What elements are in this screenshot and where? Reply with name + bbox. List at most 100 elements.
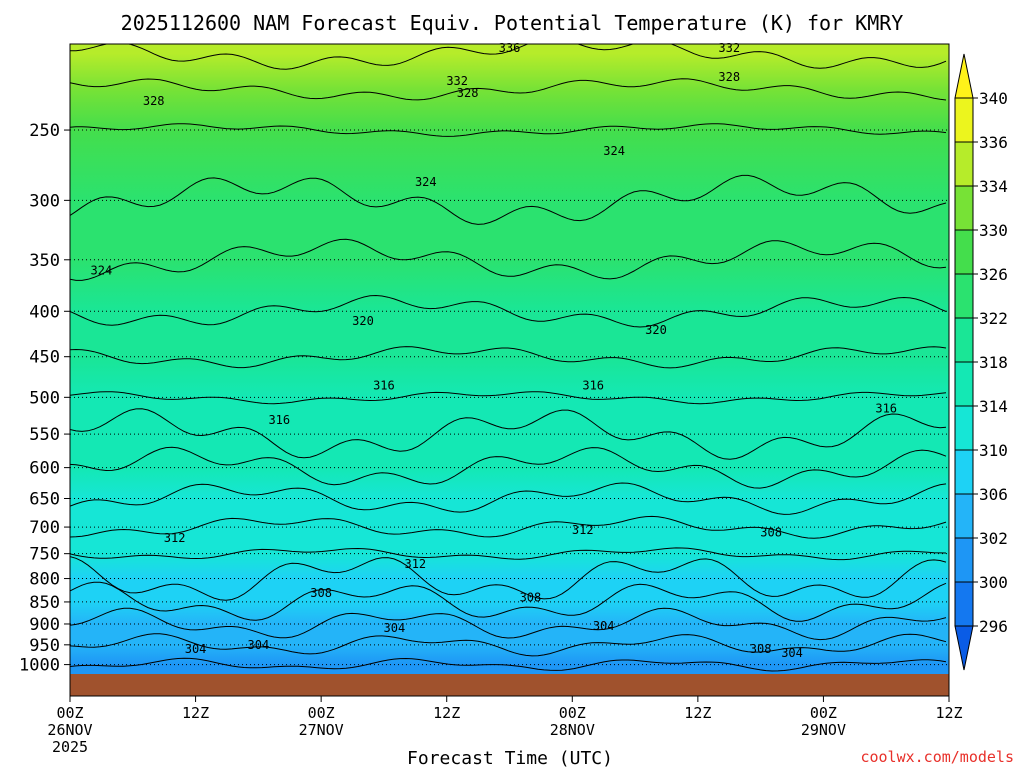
contour-label-324: 324 — [603, 144, 625, 158]
contour-label-328: 328 — [457, 86, 479, 100]
contour-label-304: 304 — [781, 646, 803, 660]
chart-title: 2025112600 NAM Forecast Equiv. Potential… — [121, 11, 904, 35]
x-date-label-24: 27NOV — [299, 721, 344, 739]
contour-line-311 — [70, 547, 947, 561]
y-tick-label-600: 600 — [29, 459, 60, 479]
contour-line-312 — [70, 515, 947, 539]
y-tick-label-750: 750 — [29, 545, 60, 565]
x-date-label-48: 28NOV — [550, 721, 595, 739]
colorbar: 296 300 302 306 310 314 318 322 326 330 334 336 340 — [954, 53, 1008, 671]
colorbar-label-340: 340 — [979, 89, 1008, 108]
contour-label-336: 336 — [499, 41, 521, 55]
contour-line-322 — [70, 238, 947, 281]
plot-frame — [69, 43, 950, 697]
contour-label-308: 308 — [310, 586, 332, 600]
y-tick-label-250: 250 — [29, 121, 60, 141]
colorbar-swatch-3 — [954, 493, 974, 539]
contour-label-312: 312 — [572, 523, 594, 537]
x-year-label-0: 2025 — [52, 738, 88, 756]
contour-line-303 — [70, 633, 947, 657]
y-tick-label-300: 300 — [29, 191, 60, 211]
contour-label-308: 308 — [750, 642, 772, 656]
colorbar-label-336: 336 — [979, 133, 1008, 152]
contour-label-332: 332 — [446, 74, 468, 88]
x-date-label-72: 29NOV — [801, 721, 846, 739]
colorbar-swatch-8 — [954, 273, 974, 319]
contour-line-316 — [70, 391, 947, 405]
colorbar-swatch-12 — [954, 97, 974, 143]
y-tick-label-500: 500 — [29, 388, 60, 408]
y-tick-label-700: 700 — [29, 518, 60, 538]
colorbar-label-306: 306 — [979, 485, 1008, 504]
contour-label-316: 316 — [875, 402, 897, 416]
colorbar-label-330: 330 — [979, 221, 1008, 240]
y-tick-label-400: 400 — [29, 302, 60, 322]
x-date-label-0: 26NOV — [47, 721, 92, 739]
colorbar-label-334: 334 — [979, 177, 1008, 196]
colorbar-swatch-1 — [954, 581, 974, 627]
y-tick-label-350: 350 — [29, 251, 60, 271]
colorbar-swatch-13 — [954, 53, 974, 99]
colorbar-swatch-7 — [954, 317, 974, 363]
contour-line-330 — [70, 78, 947, 101]
colorbar-label-296: 296 — [979, 617, 1008, 636]
colorbar-label-314: 314 — [979, 397, 1008, 416]
contour-line-315 — [70, 408, 947, 460]
y-tick-label-450: 450 — [29, 348, 60, 368]
contour-line-314 — [70, 446, 947, 489]
colorbar-swatch-5 — [954, 405, 974, 451]
contour-line-320 — [70, 294, 947, 328]
contour-line-305 — [70, 607, 947, 641]
contour-label-324: 324 — [91, 264, 113, 278]
colorbar-swatch-10 — [954, 185, 974, 231]
contour-label-316: 316 — [373, 379, 395, 393]
x-tick-label-36: 12Z — [433, 704, 460, 722]
x-tick-label-84: 12Z — [935, 704, 962, 722]
contour-lines — [70, 44, 947, 672]
x-tick-label-60: 12Z — [684, 704, 711, 722]
y-tick-label-950: 950 — [29, 636, 60, 656]
contour-label-304: 304 — [248, 638, 270, 652]
x-tick-label-48: 00Z — [559, 704, 586, 722]
colorbar-label-326: 326 — [979, 265, 1008, 284]
colorbar-label-302: 302 — [979, 529, 1008, 548]
contour-label-316: 316 — [582, 379, 604, 393]
x-tick-label-72: 00Z — [810, 704, 837, 722]
contour-label-308: 308 — [760, 526, 782, 540]
y-tick-label-850: 850 — [29, 593, 60, 613]
contour-label-332: 332 — [718, 41, 740, 55]
pressure-gridlines — [70, 129, 949, 666]
contour-label-328: 328 — [718, 70, 740, 84]
contour-label-316: 316 — [268, 413, 290, 427]
contour-label-312: 312 — [164, 531, 186, 545]
colorbar-label-300: 300 — [979, 573, 1008, 592]
x-tick-label-24: 00Z — [308, 704, 335, 722]
contour-label-320: 320 — [645, 323, 667, 337]
colorbar-label-318: 318 — [979, 353, 1008, 372]
contour-label-304: 304 — [593, 619, 615, 633]
colorbar-swatch-0 — [954, 625, 974, 671]
colorbar-swatch-2 — [954, 537, 974, 583]
colorbar-swatch-11 — [954, 141, 974, 187]
contour-line-327 — [70, 123, 947, 137]
theta-e-field — [70, 44, 949, 676]
contour-label-312: 312 — [404, 557, 426, 571]
x-tick-label-0: 00Z — [56, 704, 83, 722]
colorbar-swatch-6 — [954, 361, 974, 407]
x-tick-label-12: 12Z — [182, 704, 209, 722]
colorbar-label-310: 310 — [979, 441, 1008, 460]
terrain-ground — [70, 674, 949, 696]
contour-label-304: 304 — [384, 621, 406, 635]
contour-label-304: 304 — [185, 642, 207, 656]
contour-label-324: 324 — [415, 175, 437, 189]
colorbar-swatch-4 — [954, 449, 974, 495]
credit-link[interactable]: coolwx.com/models — [860, 748, 1014, 766]
contour-line-335 — [70, 44, 947, 70]
contour-label-308: 308 — [520, 590, 542, 604]
y-tick-label-650: 650 — [29, 489, 60, 509]
y-tick-label-550: 550 — [29, 425, 60, 445]
contour-line-307 — [70, 581, 947, 622]
